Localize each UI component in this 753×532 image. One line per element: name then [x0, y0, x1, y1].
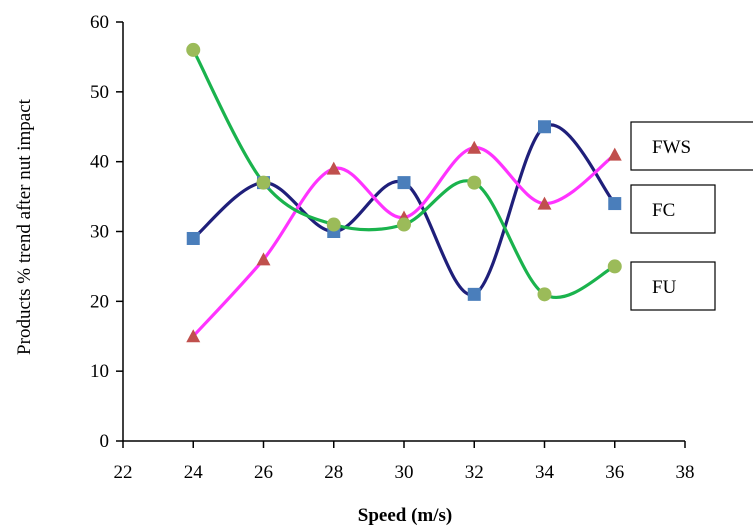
label-box-fu: FU — [630, 261, 716, 311]
x-ticks: 22 24 26 28 30 32 34 36 38 — [114, 441, 695, 483]
label-box-fws-text: FWS — [652, 137, 691, 158]
x-tick-label: 30 — [395, 462, 414, 483]
data-point-fws — [607, 147, 622, 161]
data-point-fu — [607, 259, 622, 274]
data-point-fu — [467, 175, 482, 190]
label-box-fws: FWS — [630, 121, 753, 171]
data-point-fc — [397, 176, 411, 190]
data-point-fc — [608, 197, 622, 211]
x-tick-label: 38 — [676, 462, 695, 483]
data-point-fc — [467, 287, 481, 301]
data-point-fws — [326, 161, 341, 175]
series-markers — [186, 42, 622, 343]
x-tick-label: 28 — [324, 462, 343, 483]
y-tick-label: 30 — [90, 222, 109, 243]
y-tick-label: 60 — [90, 12, 109, 33]
data-point-fws — [256, 252, 271, 266]
series-label-boxes: FWS FC FU — [630, 121, 753, 311]
y-tick-label: 40 — [90, 152, 109, 173]
data-point-fws — [467, 140, 482, 154]
label-box-fu-text: FU — [652, 277, 677, 298]
y-tick-label: 50 — [90, 82, 109, 103]
x-axis-title: Speed (m/s) — [358, 505, 452, 526]
data-point-fc — [538, 120, 551, 134]
series-line-fws — [191, 146, 617, 338]
x-tick-label: 34 — [535, 462, 555, 483]
x-tick-label: 36 — [605, 462, 624, 483]
data-point-fu — [397, 217, 411, 232]
label-box-fc-text: FC — [652, 200, 675, 221]
x-tick-label: 22 — [114, 462, 133, 483]
y-tick-label: 0 — [100, 431, 110, 452]
y-axis-title: Products % trend after nut impact — [14, 98, 35, 355]
series-lines — [191, 48, 617, 338]
x-tick-label: 26 — [254, 462, 273, 483]
label-box-fc: FC — [630, 184, 716, 234]
data-point-fc — [186, 231, 200, 245]
y-ticks: 0 10 20 30 40 50 60 — [90, 12, 123, 452]
data-point-fu — [256, 175, 271, 190]
data-point-fu — [537, 287, 552, 302]
data-point-fws — [537, 196, 552, 210]
data-point-fws — [186, 329, 201, 343]
y-tick-label: 10 — [90, 361, 109, 382]
data-point-fu — [186, 42, 201, 57]
x-tick-label: 24 — [184, 462, 204, 483]
data-point-fu — [326, 217, 341, 232]
y-tick-label: 20 — [90, 291, 109, 312]
series-line-fu — [191, 48, 617, 299]
x-tick-label: 32 — [465, 462, 484, 483]
